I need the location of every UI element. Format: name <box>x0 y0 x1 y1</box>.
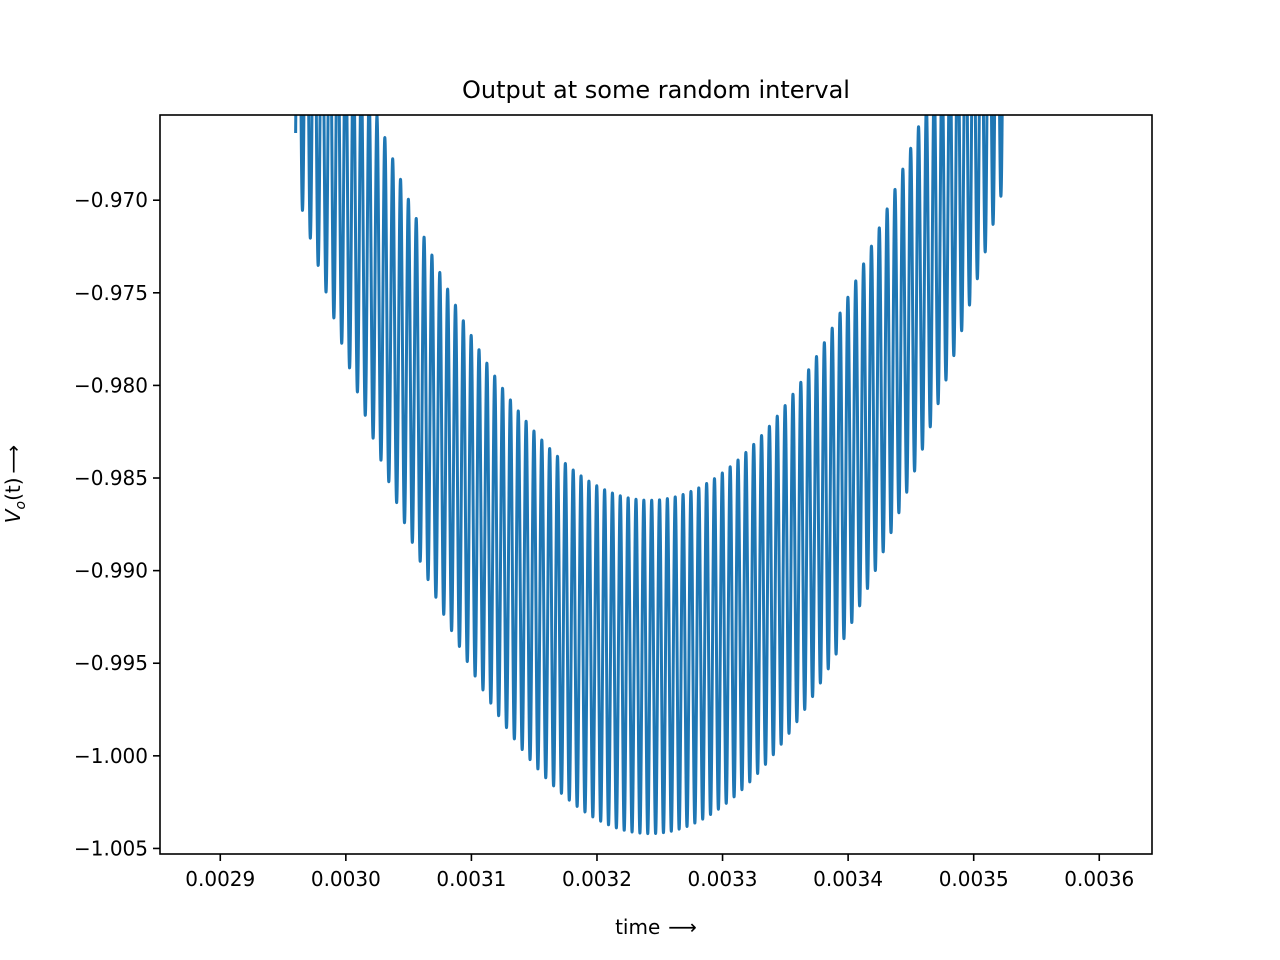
series-line <box>294 115 1004 836</box>
x-tick-label: 0.0029 <box>185 867 255 891</box>
y-axis-label-sub: o <box>13 501 29 510</box>
x-axis: 0.0029 0.0030 0.0031 0.0032 0.0033 0.0034 0.00… <box>185 854 1134 891</box>
x-tick-label: 0.0034 <box>813 867 883 891</box>
plot-frame <box>159 114 1153 855</box>
x-tick-label: 0.0030 <box>311 867 381 891</box>
x-tick-label: 0.0031 <box>436 867 506 891</box>
y-tick-label: −1.000 <box>74 744 148 768</box>
y-tick-label: −1.005 <box>74 836 148 860</box>
y-axis-label: Vo(t) ⟶ <box>1 445 29 523</box>
y-axis-label-arrow: ⟶ <box>1 445 25 474</box>
y-axis-label-v: V <box>1 508 25 523</box>
y-tick-label: −0.975 <box>74 281 148 305</box>
x-tick-label: 0.0032 <box>562 867 632 891</box>
x-axis-label-arrow: ⟶ <box>668 915 697 939</box>
y-tick-label: −0.985 <box>74 466 148 490</box>
x-axis-label: time ⟶ <box>615 915 697 939</box>
x-axis-label-text: time <box>615 915 660 939</box>
y-axis-label-paren: (t) <box>1 477 25 500</box>
y-tick-label: −0.970 <box>74 188 148 212</box>
chart-title: Output at some random interval <box>462 76 850 104</box>
x-tick-label: 0.0033 <box>688 867 758 891</box>
x-tick-label: 0.0036 <box>1064 867 1134 891</box>
y-axis: −0.970 −0.975 −0.980 −0.985 −0.990 −0.995 −1.0… <box>74 188 160 860</box>
x-tick-label: 0.0035 <box>939 867 1009 891</box>
y-tick-label: −0.995 <box>74 651 148 675</box>
series-group <box>294 115 1004 836</box>
y-tick-label: −0.990 <box>74 559 148 583</box>
y-tick-label: −0.980 <box>74 373 148 397</box>
